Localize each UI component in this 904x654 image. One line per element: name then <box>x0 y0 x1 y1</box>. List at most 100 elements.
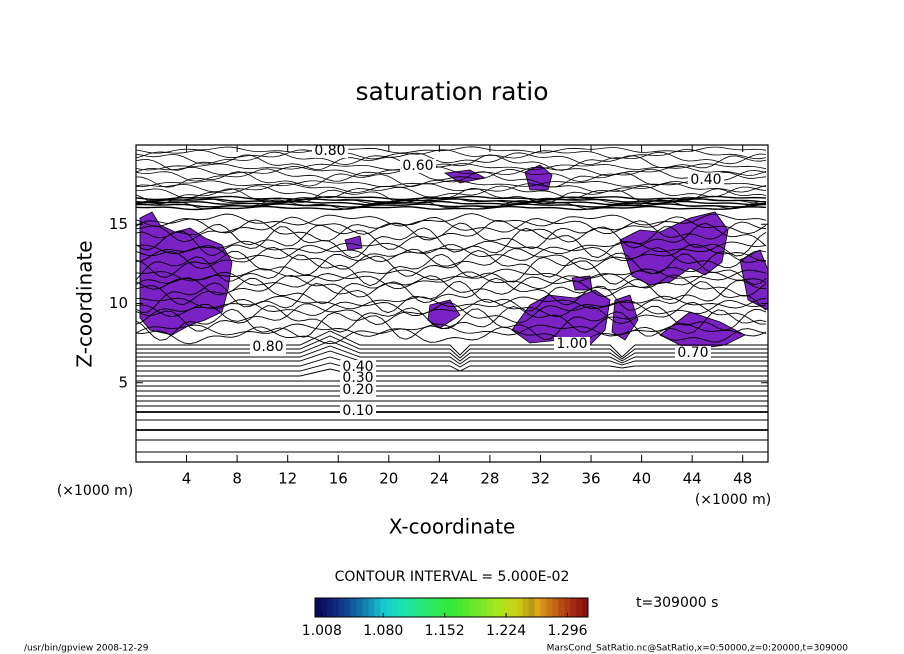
contour-label-bg <box>250 340 286 354</box>
contour-line <box>136 368 768 377</box>
contour-line <box>135 243 767 263</box>
contour-line <box>136 345 768 365</box>
contour-line <box>135 305 767 333</box>
contour-label-bg <box>400 159 436 173</box>
x-tick-label: 28 <box>480 470 499 488</box>
contour-label-bg <box>340 371 376 385</box>
x-tick-label: 48 <box>733 470 752 488</box>
contour-line <box>135 240 767 255</box>
x-tick-label: 8 <box>232 470 242 488</box>
contour-line <box>135 253 767 286</box>
contour-line <box>135 168 767 183</box>
contour-label: 0.70 <box>677 345 708 361</box>
contour-label-bg <box>688 173 724 187</box>
colorbar-tick-label: 1.152 <box>425 623 465 639</box>
x-tick-label: 12 <box>278 470 297 488</box>
contour-line <box>135 268 767 282</box>
colorbar-cell <box>350 598 357 617</box>
colorbar-cell <box>451 598 458 617</box>
contour-line <box>135 205 767 211</box>
colorbar-cell <box>320 598 328 617</box>
x-tick-label: 32 <box>531 470 550 488</box>
colorbar-cell <box>445 598 452 617</box>
colorbar-cell <box>421 598 429 617</box>
contour-line <box>135 163 767 171</box>
colorbar-cell <box>409 598 417 617</box>
colorbar-cell <box>326 598 334 617</box>
contour-line <box>135 323 767 337</box>
contour-line <box>135 146 767 154</box>
colorbar-cell <box>528 598 535 617</box>
colorbar-tick-label: 1.008 <box>302 623 342 639</box>
colorbar-tick-label: 1.224 <box>486 623 526 639</box>
colorbar-cell <box>427 598 434 617</box>
colorbar-cell <box>570 598 577 617</box>
y-tick-label: 5 <box>118 373 128 391</box>
colorbar-cell <box>510 598 518 617</box>
contour-line <box>135 151 767 166</box>
contour-line <box>135 274 767 298</box>
colorbar-cell <box>469 598 476 617</box>
contour-line <box>135 219 767 243</box>
contour-label-bg <box>554 337 590 351</box>
colorbar-cell <box>457 598 464 617</box>
colorbar-cell <box>564 598 571 617</box>
shaded-region <box>344 235 363 251</box>
colorbar-cell <box>540 598 547 617</box>
colorbar-cell <box>582 598 589 617</box>
colorbar-cell <box>487 598 494 617</box>
colorbar-cell <box>516 598 524 617</box>
x-tick-label: 40 <box>632 470 651 488</box>
colorbar-cell <box>534 598 541 617</box>
colorbar-cell <box>362 598 369 617</box>
colorbar-cell <box>344 598 351 617</box>
contour-label: 0.80 <box>252 339 283 355</box>
colorbar-cell <box>368 598 375 617</box>
footer-right: MarsCond_SatRatio.nc@SatRatio,x=0:50000,… <box>547 644 849 654</box>
contour-label: 0.60 <box>402 158 433 174</box>
contour-label-bg <box>312 144 348 158</box>
contour-label: 0.40 <box>690 172 721 188</box>
colorbar-cell <box>356 598 363 617</box>
contour-line <box>136 330 768 358</box>
contour-line <box>136 203 767 208</box>
contour-line <box>135 148 767 160</box>
contour-line <box>135 198 767 203</box>
contour-line <box>136 340 768 362</box>
colorbar-cell <box>315 598 322 617</box>
y-tick-label: 10 <box>109 294 128 312</box>
contour-line <box>135 226 767 259</box>
y-unit: (×1000 m) <box>57 483 133 499</box>
colorbar-cell <box>481 598 488 617</box>
contour-interval: CONTOUR INTERVAL = 5.000E-02 <box>335 569 570 585</box>
contour-label: 0.10 <box>342 403 373 419</box>
contour-line <box>135 182 767 193</box>
contour-line <box>135 195 767 201</box>
colorbar-cell <box>338 598 345 617</box>
contour-line <box>136 356 768 372</box>
colorbar-tick-label: 1.296 <box>547 623 587 639</box>
x-unit: (×1000 m) <box>695 492 771 508</box>
x-axis-label: X-coordinate <box>389 515 516 539</box>
contour-label: 0.20 <box>342 382 373 398</box>
colorbar-cell <box>404 598 411 617</box>
y-tick-label: 15 <box>109 215 128 233</box>
contour-line <box>135 271 767 290</box>
colorbar-cell <box>386 598 393 617</box>
colorbar-tick-label: 1.080 <box>363 623 403 639</box>
x-tick-label: 20 <box>379 470 398 488</box>
chart-title: saturation ratio <box>355 77 548 106</box>
colorbar-cell <box>498 598 506 617</box>
contour-label: 0.30 <box>342 370 373 386</box>
colorbar-cell <box>493 598 500 617</box>
y-axis-label: Z-coordinate <box>73 240 97 367</box>
contour-line <box>135 298 767 318</box>
shaded-region <box>427 299 461 329</box>
colorbar-cell <box>433 598 440 617</box>
x-tick-label: 44 <box>683 470 702 488</box>
colorbar-cell <box>522 598 529 617</box>
colorbar-cell <box>332 598 340 617</box>
x-tick-label: 16 <box>329 470 348 488</box>
contour-line <box>135 247 767 271</box>
